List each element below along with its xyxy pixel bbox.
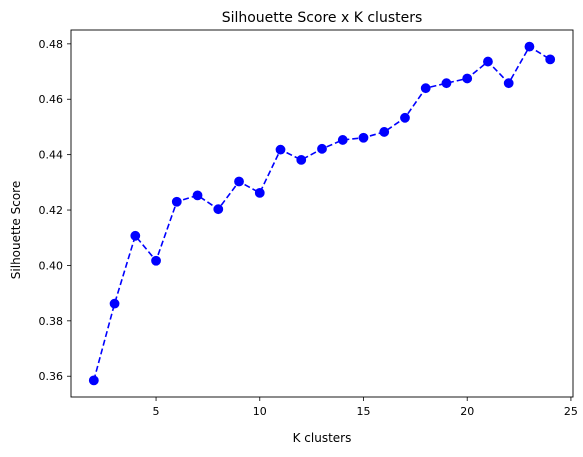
data-point — [130, 230, 141, 241]
y-tick-label: 0.48 — [39, 38, 64, 51]
data-point — [254, 187, 265, 198]
data-point — [234, 176, 244, 187]
x-axis-ticks: 5 10 15 20 25 — [153, 397, 578, 418]
data-point — [358, 132, 369, 143]
y-tick-label: 0.44 — [39, 149, 64, 162]
plot-area — [70, 29, 574, 398]
data-point — [462, 73, 473, 84]
y-axis-label: Silhouette Score — [9, 181, 23, 279]
x-tick-label: 25 — [564, 405, 578, 418]
data-point — [192, 190, 203, 201]
data-point — [151, 255, 161, 266]
data-point — [296, 155, 307, 165]
data-point — [275, 144, 286, 155]
y-tick-label: 0.36 — [39, 370, 64, 383]
data-point — [483, 56, 493, 67]
data-point — [213, 204, 224, 215]
y-axis-ticks: 0.36 0.38 0.40 0.42 0.44 0.46 0.48 — [39, 38, 71, 383]
data-point — [317, 143, 327, 154]
data-point — [400, 112, 410, 123]
data-point — [524, 41, 535, 52]
data-point — [109, 298, 120, 309]
y-tick-label: 0.40 — [39, 259, 64, 272]
x-axis-label: K clusters — [293, 431, 352, 445]
series-line — [93, 45, 551, 381]
data-point — [545, 54, 556, 65]
chart-title: Silhouette Score x K clusters — [222, 10, 423, 26]
y-tick-label: 0.46 — [39, 93, 64, 106]
x-tick-label: 5 — [153, 405, 160, 418]
data-point — [337, 135, 348, 145]
x-tick-label: 15 — [356, 405, 370, 418]
data-point — [420, 83, 431, 94]
x-tick-label: 20 — [460, 405, 474, 418]
series-layer — [88, 41, 556, 386]
data-point — [379, 127, 390, 137]
data-point — [88, 375, 99, 386]
data-point — [171, 196, 182, 207]
x-tick-label: 10 — [253, 405, 267, 418]
data-point — [503, 78, 514, 89]
data-point — [441, 78, 452, 89]
y-tick-label: 0.38 — [39, 315, 64, 328]
axes-frame — [70, 29, 574, 398]
y-tick-label: 0.42 — [39, 204, 64, 217]
